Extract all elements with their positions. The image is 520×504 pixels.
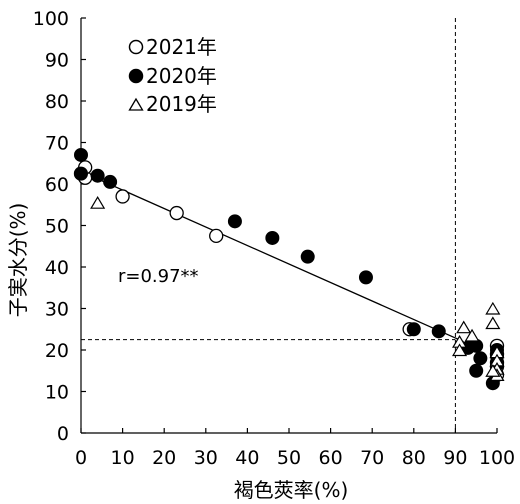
data-point-2020年 xyxy=(74,166,88,181)
y-tick-label: 80 xyxy=(45,91,69,113)
data-point-2020年 xyxy=(300,249,315,264)
data-point-2021年 xyxy=(209,228,224,244)
x-axis-title: 褐色莢率(%) xyxy=(234,478,349,502)
legend-label-2020: 2020年 xyxy=(146,64,217,88)
legend: 2021年 2020年 2019年 xyxy=(128,35,217,116)
x-tick-label: 70 xyxy=(360,447,384,469)
y-tick-label: 20 xyxy=(45,340,69,362)
legend-marker-2020 xyxy=(128,68,144,84)
data-point-2020年 xyxy=(265,230,280,245)
legend-entry-2020: 2020年 xyxy=(128,64,217,88)
data-point-2020年 xyxy=(103,174,118,189)
data-point-2020年 xyxy=(473,351,488,366)
x-tick-label: 60 xyxy=(319,447,343,469)
data-point-2019年 xyxy=(90,195,106,209)
legend-entry-2019: 2019年 xyxy=(128,92,217,116)
data-point-2020年 xyxy=(227,214,242,229)
x-tick-label: 30 xyxy=(194,447,218,469)
data-point-2020年 xyxy=(469,363,484,378)
data-point-2020年 xyxy=(358,270,373,285)
y-tick-label: 100 xyxy=(33,8,69,30)
legend-label-2019: 2019年 xyxy=(146,92,217,116)
y-tick-label: 0 xyxy=(57,423,69,445)
legend-marker-2021 xyxy=(128,39,144,55)
y-tick-label: 40 xyxy=(45,257,69,279)
data-point-2019年 xyxy=(485,364,501,377)
regression-line xyxy=(80,170,464,343)
legend-marker-2019 xyxy=(128,97,144,111)
legend-entry-2021: 2021年 xyxy=(128,35,217,59)
legend-label-2021: 2021年 xyxy=(146,35,217,59)
x-tick-label: 10 xyxy=(111,447,135,469)
correlation-annotation: r=0.97** xyxy=(118,266,199,287)
y-tick-label: 90 xyxy=(45,50,69,72)
data-point-2020年 xyxy=(431,324,446,339)
data-point-2019年 xyxy=(452,343,468,357)
y-tick-label: 70 xyxy=(45,133,69,155)
data-point-2020年 xyxy=(90,168,105,183)
x-tick-label: 0 xyxy=(75,447,87,469)
data-point-2020年 xyxy=(406,322,421,337)
data-point-2021年 xyxy=(169,205,184,221)
y-tick-label: 30 xyxy=(45,299,69,321)
x-tick-label: 100 xyxy=(479,447,515,469)
x-tick-label: 90 xyxy=(443,447,467,469)
y-tick-label: 10 xyxy=(45,382,69,404)
x-tick-label: 50 xyxy=(277,447,301,469)
x-tick-label: 80 xyxy=(402,447,426,469)
y-tick-label: 60 xyxy=(45,174,69,196)
data-point-2019年 xyxy=(464,328,480,342)
data-point-2019年 xyxy=(485,301,501,315)
data-point-2020年 xyxy=(74,147,88,162)
x-tick-label: 40 xyxy=(235,447,259,469)
plot-area: 0 10 20 30 40 50 60 70 80 90 100 0 10 20 30 40 50 60 70 80 9… xyxy=(33,8,515,469)
data-point-2021年 xyxy=(115,189,130,204)
y-tick-label: 50 xyxy=(45,216,69,238)
data-point-2019年 xyxy=(456,320,472,334)
y-axis-title: 子実水分(%) xyxy=(6,203,30,318)
x-tick-label: 20 xyxy=(152,447,176,469)
data-point-2019年 xyxy=(485,316,501,330)
